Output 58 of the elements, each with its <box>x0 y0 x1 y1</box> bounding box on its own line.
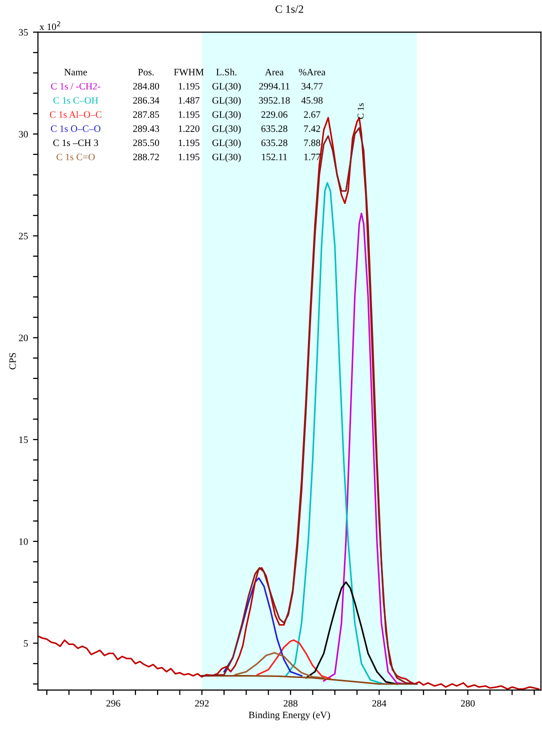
text: C 1s Al–O–C <box>50 110 102 118</box>
x-tick-label: 288 <box>284 700 298 707</box>
annotation: 1.195 <box>178 111 200 118</box>
annotation: 1.195 <box>178 140 200 146</box>
annotation: %Area <box>298 68 326 76</box>
annotation: GL(30) <box>212 110 241 120</box>
x-tick-label: 280 <box>460 700 475 707</box>
annotation: 1.195 <box>178 83 200 90</box>
annotation: 45.98 <box>301 97 323 104</box>
annotation: 152.11 <box>262 154 287 160</box>
x-axis-title: Binding Energy (eV) <box>248 711 330 720</box>
text: C 1s –CH 3 <box>53 140 98 146</box>
x-tick-label: 296 <box>106 700 120 707</box>
x-tick-label: 284 <box>372 700 386 707</box>
y-tick-label: 5 <box>24 640 28 647</box>
y-axis-title: CPS <box>9 353 16 370</box>
annotation: 7.42 <box>304 125 320 132</box>
annotation: 34.77 <box>302 83 323 90</box>
y-tick-label: 10 <box>19 538 28 545</box>
annotation: 284.80 <box>133 82 160 90</box>
annotation: L.Sh. <box>216 68 236 76</box>
text: C 1s / -CH2- <box>51 83 100 90</box>
annotation: 7.88 <box>304 140 320 146</box>
y-tick-label: 25 <box>18 232 28 240</box>
annotation: 2.67 <box>304 111 320 118</box>
annotation: 635.28 <box>261 140 288 146</box>
annotation: 287.85 <box>133 111 160 118</box>
annotation: GL(30) <box>212 82 241 92</box>
annotation: 635.28 <box>261 125 288 132</box>
annotation: 1.487 <box>178 97 200 104</box>
annotation: Area <box>264 68 284 76</box>
x-tick-label: 292 <box>195 700 209 707</box>
annotation: 229.06 <box>261 111 288 118</box>
y-tick-label: 30 <box>18 130 28 138</box>
annotation: C 1s <box>358 103 364 119</box>
annotation: FWHM <box>174 68 204 76</box>
annotation: GL(30) <box>212 125 241 134</box>
annotation: Pos. <box>138 68 154 76</box>
annotation: GL(30) <box>212 96 241 106</box>
text: x 10$^{2}$ <box>40 21 60 30</box>
annotation: 286.34 <box>133 97 160 104</box>
text: C 1s C=O <box>56 154 95 160</box>
annotation: 1.195 <box>178 154 200 160</box>
text: C 1s O–C–O <box>50 125 100 132</box>
annotation: 285.50 <box>133 140 160 146</box>
y-tick-label: 15 <box>19 436 28 443</box>
annotation: 289.43 <box>133 125 160 132</box>
annotation: GL(30) <box>212 153 241 162</box>
annotation: 3952.18 <box>259 97 290 104</box>
annotation: 288.72 <box>133 154 159 160</box>
y-tick-label: 20 <box>18 334 28 342</box>
y-tick-label: 35 <box>18 29 28 36</box>
annotation: 1.220 <box>178 125 200 132</box>
annotation: 2994.11 <box>259 83 290 90</box>
text: C 1s C–OH <box>53 97 98 104</box>
annotation: GL(30) <box>212 139 241 148</box>
chart-title: C 1s/2 <box>276 5 304 13</box>
annotation: Name <box>64 68 87 76</box>
